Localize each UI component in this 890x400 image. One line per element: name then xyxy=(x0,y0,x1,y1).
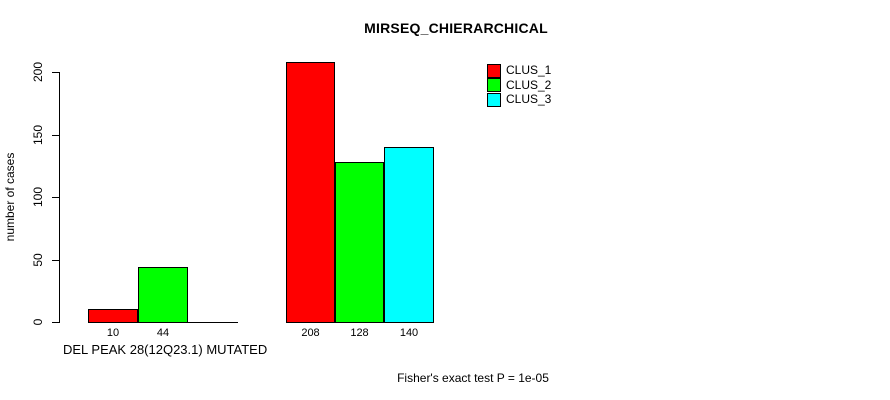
y-tick-label: 100 xyxy=(31,186,45,208)
bar-clus_2-group2 xyxy=(335,162,384,322)
legend-label-clus-3: CLUS_3 xyxy=(506,92,552,106)
chart-title: MIRSEQ_CHIERARCHICAL xyxy=(364,20,548,36)
fisher-test-note: Fisher's exact test P = 1e-05 xyxy=(397,371,549,385)
y-tick xyxy=(52,259,59,261)
legend-label-clus-2: CLUS_2 xyxy=(506,77,552,92)
legend-swatch-clus-3 xyxy=(487,92,501,107)
bar-value-label: 10 xyxy=(106,327,120,339)
bar-clus_1-group1 xyxy=(88,309,138,322)
legend-item-clus-3: CLUS_3 xyxy=(487,92,552,107)
y-axis-label: number of cases xyxy=(3,152,17,242)
legend-item-clus-1: CLUS_1 xyxy=(487,63,552,78)
y-tick-label: 200 xyxy=(31,61,45,83)
y-tick xyxy=(52,197,59,198)
x-axis-group-label: DEL PEAK 28(12Q23.1) MUTATED xyxy=(63,342,268,357)
group-baseline xyxy=(88,322,238,323)
legend-item-clus-2: CLUS_2 xyxy=(487,77,552,92)
bar-clus_1-group2 xyxy=(286,62,335,322)
legend-label-clus-1: CLUS_1 xyxy=(506,63,552,77)
y-tick-label: 50 xyxy=(31,252,45,267)
y-tick-label: 150 xyxy=(31,124,45,145)
legend: CLUS_1 CLUS_2 CLUS_3 xyxy=(487,63,552,107)
group-baseline xyxy=(286,322,434,323)
bar-value-label: 44 xyxy=(156,327,170,339)
y-tick-label: 0 xyxy=(31,318,45,326)
legend-swatch-clus-1 xyxy=(487,63,501,78)
bar-value-label: 128 xyxy=(350,327,369,339)
bar-clus_2-group1 xyxy=(138,267,188,322)
bar-value-label: 140 xyxy=(399,327,419,339)
y-tick xyxy=(52,322,59,323)
y-tick xyxy=(52,72,59,73)
y-tick xyxy=(52,134,59,136)
bar-value-label: 208 xyxy=(301,327,320,339)
y-axis-line xyxy=(59,72,60,323)
legend-swatch-clus-2 xyxy=(487,78,501,92)
bar-clus_3-group2 xyxy=(384,147,434,322)
